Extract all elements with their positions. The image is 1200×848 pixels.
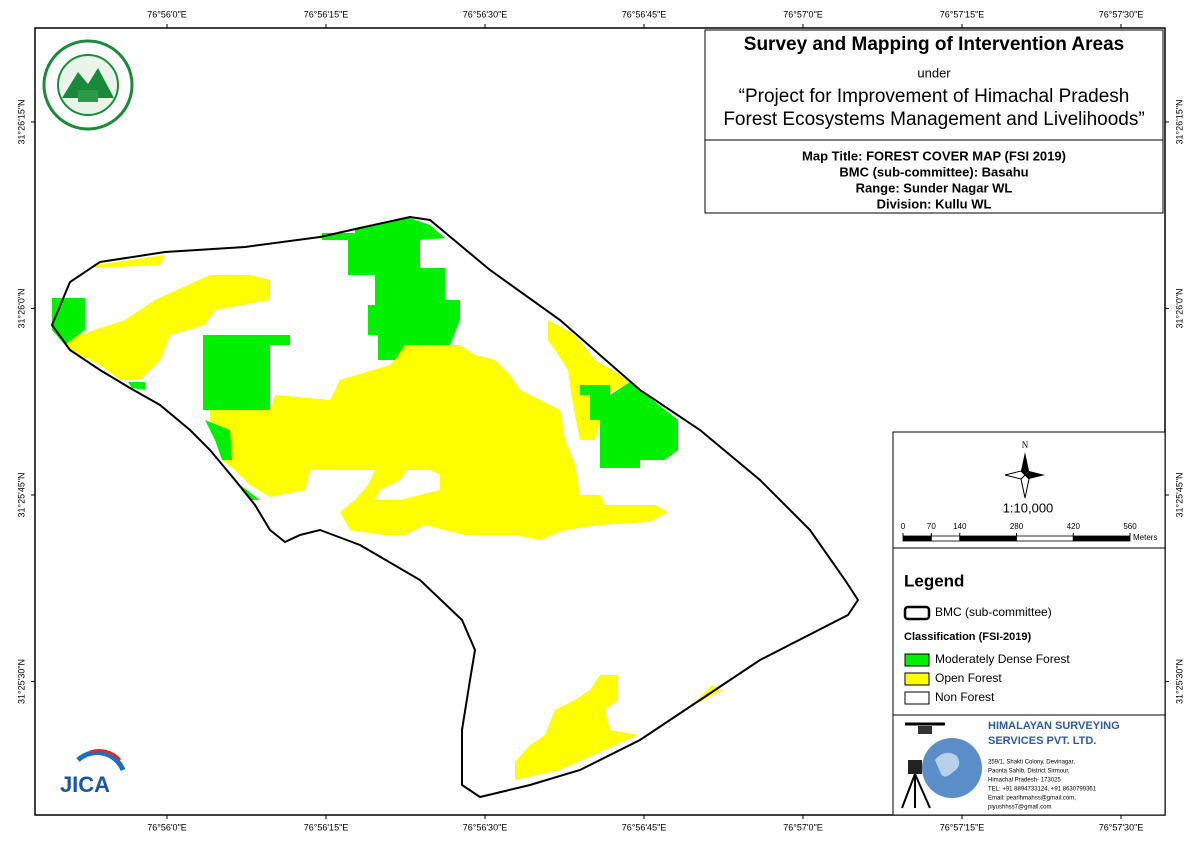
latitude-label: 31°26'0"N: [1174, 288, 1184, 328]
project-name: Forest Ecosystems Management and Livelih…: [723, 109, 1144, 130]
scale-bar: 0 70 140 280 420 560 Meters: [901, 522, 1158, 542]
dense-forest-patch: [203, 335, 290, 410]
legend-label: Moderately Dense Forest: [935, 652, 1070, 666]
longitude-label: 76°57'30"E: [1099, 9, 1144, 19]
jica-text: JICA: [60, 772, 110, 797]
scale-label: 420: [1067, 522, 1081, 531]
longitude-label: 76°56'30"E: [463, 9, 508, 19]
open-forest-patch: [548, 320, 630, 440]
longitude-label: 76°57'15"E: [940, 9, 985, 19]
legend-label: BMC (sub-committee): [935, 605, 1052, 619]
bmc-boundary: [50, 215, 860, 799]
legend-subtitle: Classification (FSI-2019): [904, 631, 1031, 643]
forest-dept-logo: [42, 39, 134, 131]
scale-segment: [959, 535, 1017, 542]
dense-forest-patch: [128, 382, 145, 390]
north-arrow: [1004, 452, 1045, 499]
jica-logo: JICA: [60, 749, 126, 797]
longitude-label: 76°57'15"E: [940, 822, 985, 832]
longitude-label: 76°56'0"E: [147, 9, 187, 19]
legend-title: Legend: [904, 571, 964, 590]
range-name: Range: Sunder Nagar WL: [856, 180, 1013, 195]
dense-forest-patch: [580, 382, 678, 468]
address-line: TEL: +91 8894733124, +91 8630799361: [988, 787, 1097, 793]
address-line: Paonta Sahib, District Sirmour,: [988, 769, 1070, 775]
longitude-label: 76°56'45"E: [622, 822, 667, 832]
scale-segment: [902, 535, 932, 542]
legend-label: Non Forest: [935, 690, 995, 704]
latitude-label: 31°26'15"N: [1174, 99, 1184, 144]
north-label: N: [1022, 440, 1029, 450]
longitude-label: 76°56'15"E: [304, 9, 349, 19]
company-logo: [901, 722, 982, 809]
scale-segment: [1072, 535, 1131, 542]
graticule: 76°56'0"E 76°56'0"E 76°56'15"E 76°56'15"E 76…: [16, 9, 1184, 832]
longitude-label: 76°56'15"E: [304, 822, 349, 832]
scale-label: 70: [927, 522, 936, 531]
title: Survey and Mapping of Intervention Areas: [744, 34, 1124, 55]
longitude-label: 76°56'30"E: [463, 822, 508, 832]
longitude-label: 76°56'0"E: [147, 822, 187, 832]
latitude-label: 31°26'15"N: [16, 99, 26, 144]
legend-swatch: [904, 653, 930, 667]
open-forest-patch: [65, 275, 270, 380]
dense-forest-patch: [52, 298, 85, 345]
project-name: “Project for Improvement of Himachal Pra…: [739, 86, 1130, 107]
address-line: Email: pearlhmahss@gmail.com,: [988, 796, 1076, 802]
address-line: Himachal Pradesh- 173025: [988, 778, 1061, 784]
longitude-label: 76°57'30"E: [1099, 822, 1144, 832]
legend-swatch: [903, 605, 931, 621]
scale-segment: [1016, 535, 1074, 542]
scale-label: 0: [901, 522, 906, 531]
latitude-label: 31°25'30"N: [16, 659, 26, 704]
latitude-label: 31°25'45"N: [1174, 472, 1184, 517]
company-address: 259/1, Shakti Colony, Devinagar, Paonta S…: [988, 760, 1097, 811]
division-name: Division: Kullu WL: [877, 196, 992, 211]
scale-label: 560: [1123, 522, 1137, 531]
dense-forest-patch: [205, 420, 232, 460]
latitude-label: 31°26'0"N: [16, 288, 26, 328]
forest-patches: [52, 218, 722, 780]
map-info-box: [704, 139, 1164, 214]
legend-swatch: [904, 672, 930, 686]
scale-label: 140: [953, 522, 967, 531]
bmc-name: BMC (sub-committee): Basahu: [839, 164, 1028, 179]
open-forest-patch: [95, 255, 165, 268]
scale-label: 280: [1010, 522, 1024, 531]
latitude-label: 31°25'45"N: [16, 472, 26, 517]
scale-segment: [930, 535, 961, 542]
legend-swatch: [904, 691, 930, 705]
legend-classes: Moderately Dense Forest Open Forest Non Fo…: [904, 652, 1070, 705]
scale-unit: Meters: [1133, 533, 1157, 542]
dense-forest-patch: [240, 485, 260, 500]
subtitle: under: [917, 65, 951, 80]
address-line: piyushhss7@gmail.com: [988, 805, 1051, 811]
longitude-label: 76°56'45"E: [622, 9, 667, 19]
legend-box: [892, 547, 1166, 716]
dense-forest-patch: [322, 218, 460, 360]
open-forest-patch: [515, 675, 638, 780]
company-name: HIMALAYAN SURVEYING: [988, 720, 1120, 732]
legend-label: Open Forest: [935, 671, 1002, 685]
company-name: SERVICES PVT. LTD.: [988, 735, 1096, 747]
title-box: [704, 29, 1164, 141]
longitude-label: 76°57'0"E: [783, 822, 823, 832]
map-title: Map Title: FOREST COVER MAP (FSI 2019): [802, 148, 1066, 163]
open-forest-patch: [210, 345, 668, 540]
latitude-label: 31°25'30"N: [1174, 659, 1184, 704]
address-line: 259/1, Shakti Colony, Devinagar,: [988, 760, 1075, 766]
scale-box: [892, 431, 1166, 549]
scale-ratio: 1:10,000: [1003, 500, 1054, 515]
longitude-label: 76°57'0"E: [783, 9, 823, 19]
